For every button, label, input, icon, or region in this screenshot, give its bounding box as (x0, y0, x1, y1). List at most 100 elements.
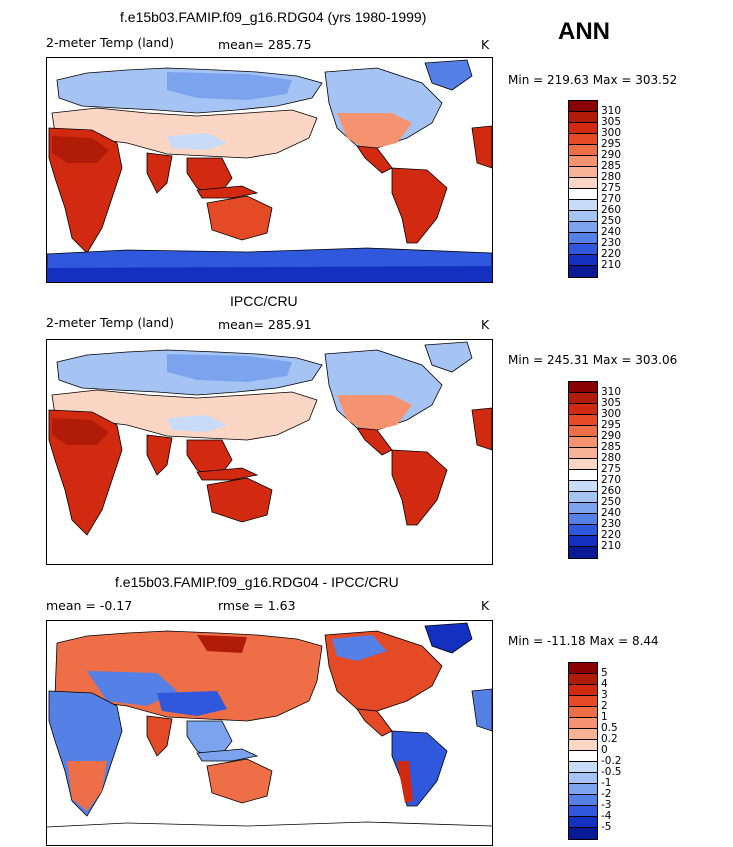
australia (206, 195, 273, 241)
usa (337, 113, 412, 150)
colorbar-cell (569, 123, 597, 134)
colorbar-cell (569, 189, 597, 200)
colorbar-cell (569, 112, 597, 123)
tick-label: 285 (601, 441, 622, 453)
colorbar-cell (569, 437, 597, 448)
tick-label: -1 (601, 777, 612, 789)
colorbar-cell (569, 718, 597, 729)
tick-label: 3 (601, 689, 608, 701)
colorbar-cell (569, 784, 597, 795)
tick-label: 260 (601, 204, 622, 216)
central-asia-diff (87, 671, 177, 706)
panel1-mean-label: mean= 285.75 (218, 37, 312, 52)
sahara (52, 136, 109, 163)
colorbar-cell (569, 134, 597, 145)
colorbar-cell (569, 255, 597, 266)
tick-label: 230 (601, 518, 622, 530)
tick-label: 4 (601, 678, 608, 690)
colorbar-cell (569, 266, 597, 277)
tibet-diff (157, 691, 227, 716)
antarctica-interior (47, 266, 492, 282)
tick-label: 210 (601, 540, 622, 552)
tick-label: 280 (601, 452, 622, 464)
panel1-title: f.e15b03.FAMIP.f09_g16.RDG04 (yrs 1980-1… (120, 9, 427, 25)
colorbar-cell (569, 740, 597, 751)
tick-label: 220 (601, 529, 622, 541)
antarctica-outline (47, 821, 492, 828)
colorbar-cell (569, 503, 597, 514)
colorbar-cell (569, 101, 597, 112)
panel2-minmax: Min = 245.31 Max = 303.06 (508, 353, 678, 367)
panel3-title: f.e15b03.FAMIP.f09_g16.RDG04 - IPCC/CRU (115, 574, 399, 590)
colorbar-cell (569, 470, 597, 481)
colorbar-cell (569, 762, 597, 773)
tick-label: 270 (601, 474, 622, 486)
panel1-minmax: Min = 219.63 Max = 303.52 (508, 73, 678, 87)
colorbar-cell (569, 233, 597, 244)
tick-label: 295 (601, 419, 622, 431)
sahara (52, 418, 109, 445)
panel2-units: K (481, 317, 490, 332)
tick-label: -2 (601, 788, 612, 800)
colorbar-cell (569, 514, 597, 525)
tick-label: 295 (601, 138, 622, 150)
tick-label: 220 (601, 248, 622, 260)
tick-label: 230 (601, 237, 622, 249)
central-america (356, 145, 393, 174)
africa-diff (48, 690, 123, 817)
south-america (391, 449, 448, 526)
tick-label: 285 (601, 160, 622, 172)
panel2-variable-label: 2-meter Temp (land) (46, 315, 175, 330)
panel1-map (46, 57, 493, 283)
tick-label: 300 (601, 127, 622, 139)
colorbar-cell (569, 481, 597, 492)
colorbar-cell (569, 211, 597, 222)
colorbar-cell (569, 828, 597, 839)
panel3-colorbar (568, 662, 598, 840)
colorbar-cell (569, 696, 597, 707)
tick-label: 0.2 (601, 733, 618, 745)
colorbar-cell (569, 448, 597, 459)
tick-label: 250 (601, 215, 622, 227)
indonesia-diff (196, 748, 259, 762)
tick-label: 240 (601, 226, 622, 238)
colorbar-cell (569, 729, 597, 740)
tick-label: 270 (601, 193, 622, 205)
india (146, 152, 173, 194)
tick-label: 1 (601, 711, 608, 723)
colorbar-cell (569, 751, 597, 762)
colorbar-cell (569, 426, 597, 437)
panel3-units: K (481, 598, 490, 613)
tick-label: 0 (601, 744, 608, 756)
south-africa-diff (67, 761, 107, 811)
tick-label: 280 (601, 171, 622, 183)
tick-label: 275 (601, 463, 622, 475)
tick-label: -5 (601, 821, 612, 833)
tick-label: -0.5 (601, 766, 622, 778)
colorbar-cell (569, 404, 597, 415)
tick-label: 305 (601, 397, 622, 409)
tick-label: 210 (601, 259, 622, 271)
colorbar-cell (569, 817, 597, 828)
colorbar-cell (569, 492, 597, 503)
greenland-diff (424, 622, 473, 654)
central-america-diff (356, 708, 393, 737)
colorbar-cell (569, 415, 597, 426)
siberia-cold (167, 354, 292, 382)
australia-diff (206, 758, 273, 804)
panel1-colorbar (568, 100, 598, 278)
colorbar-cell (569, 200, 597, 211)
panel3-map-svg (47, 622, 492, 828)
andes-diff (397, 761, 413, 803)
tick-label: -0.2 (601, 755, 622, 767)
tick-label: 250 (601, 496, 622, 508)
colorbar-cell (569, 536, 597, 547)
central-america (356, 427, 393, 456)
canada-diff (332, 635, 387, 661)
colorbar-cell (569, 795, 597, 806)
season-label: ANN (558, 18, 610, 45)
tick-label: 305 (601, 116, 622, 128)
colorbar-cell (569, 178, 597, 189)
colorbar-cell (569, 167, 597, 178)
colorbar-cell (569, 773, 597, 784)
